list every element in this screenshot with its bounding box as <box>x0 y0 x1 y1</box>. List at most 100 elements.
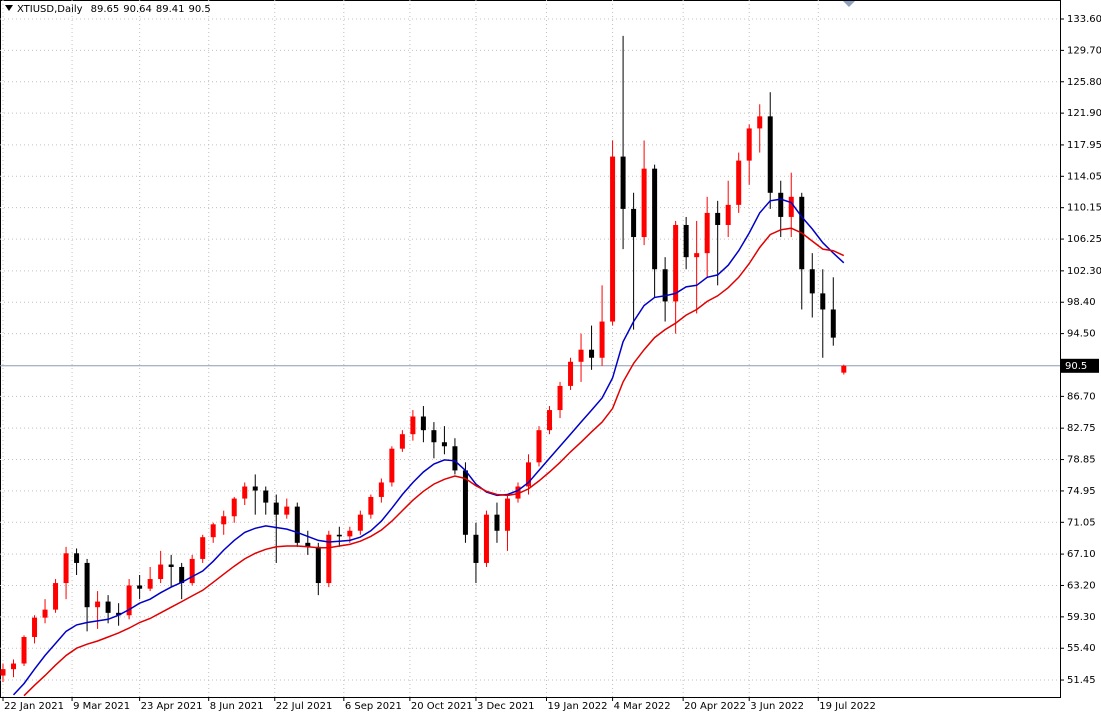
x-tick-label: 20 Apr 2022 <box>684 701 746 712</box>
y-tick-label: 55.40 <box>1067 643 1096 654</box>
candle-body <box>557 385 563 411</box>
candle-body <box>515 486 521 499</box>
candle-body <box>525 462 531 487</box>
candle-body <box>578 349 584 362</box>
y-tick-label: 71.05 <box>1067 517 1096 528</box>
candle-body <box>105 601 111 613</box>
y-tick-label: 133.60 <box>1067 14 1101 25</box>
candle-body <box>21 636 27 664</box>
candle-body <box>378 482 384 497</box>
x-tick-label: 20 Oct 2021 <box>411 701 473 712</box>
candle-body <box>441 442 447 447</box>
x-tick-label: 6 Sep 2021 <box>345 701 402 712</box>
x-tick-label: 3 Jun 2022 <box>750 701 804 712</box>
candle-body <box>368 496 374 515</box>
candle-body <box>273 502 279 515</box>
x-tick-label: 4 Mar 2022 <box>614 701 671 712</box>
axes: 133.60 129.70 125.80 121.90 117.95 114.05 110.… <box>2 14 1101 712</box>
candle-body <box>778 192 784 217</box>
candle-body <box>610 156 616 322</box>
y-tick-label: 110.15 <box>1067 203 1101 214</box>
y-tick-label: 59.30 <box>1067 612 1096 623</box>
candle-body <box>126 585 132 616</box>
candle-body <box>168 564 174 567</box>
candle-body <box>631 208 637 238</box>
y-tick-label: 129.70 <box>1067 45 1101 56</box>
candle-body <box>315 546 321 584</box>
candle-body <box>725 204 731 225</box>
x-tick-label: 3 Dec 2021 <box>477 701 535 712</box>
candle-body <box>841 365 847 373</box>
candle-body <box>399 434 405 449</box>
x-tick-label: 19 Jul 2022 <box>819 701 876 712</box>
candle-body <box>494 514 500 531</box>
y-tick-label: 78.85 <box>1067 455 1096 466</box>
y-tick-label: 106.25 <box>1067 234 1101 245</box>
candle-body <box>200 537 206 559</box>
candle-body <box>704 212 710 254</box>
candle-body <box>263 490 269 503</box>
moving-average <box>23 227 845 697</box>
candle-body <box>483 514 489 563</box>
candle-body <box>547 410 553 431</box>
candle-body <box>420 416 426 431</box>
open: 89.65 <box>91 4 120 15</box>
candle-body <box>294 506 300 543</box>
candle-body <box>357 514 363 531</box>
candle-body <box>589 349 595 358</box>
price-tag <box>1061 358 1099 373</box>
candle-body <box>462 470 468 535</box>
marks <box>0 35 1060 697</box>
candle-body <box>452 446 458 471</box>
candle-body <box>210 524 216 538</box>
candle-body <box>305 542 311 547</box>
candle-body <box>95 601 101 608</box>
grid <box>0 0 1060 697</box>
candle-body <box>0 669 6 676</box>
price-tag-label: 90.5 <box>1065 361 1087 372</box>
candle-body <box>84 562 90 608</box>
candle-body <box>694 253 700 258</box>
candle-body <box>473 534 479 563</box>
candle-body <box>757 116 763 129</box>
candle-body <box>189 558 195 584</box>
candle-body <box>336 534 342 537</box>
candle-body <box>137 585 143 589</box>
candle-body <box>158 564 164 580</box>
candle-body <box>347 530 353 537</box>
y-tick-label: 74.95 <box>1067 486 1096 497</box>
candle-body <box>504 498 510 531</box>
low: 89.41 <box>156 4 185 15</box>
candle-body <box>231 498 237 517</box>
candle-body <box>410 416 416 435</box>
candle-body <box>673 224 679 302</box>
candle-body <box>620 156 626 209</box>
high: 90.64 <box>123 4 152 15</box>
candle-body <box>599 321 605 358</box>
shift-marker <box>843 1 855 7</box>
candle-body <box>42 609 48 618</box>
candle-body <box>662 269 668 302</box>
close: 90.5 <box>189 4 211 15</box>
symbol: XTIUSD,Daily <box>17 4 83 15</box>
x-tick-label: 9 Mar 2021 <box>73 701 130 712</box>
candle-body <box>147 579 153 589</box>
candle-body <box>568 361 574 386</box>
candle-body <box>221 516 227 525</box>
y-tick-label: 86.70 <box>1067 391 1096 402</box>
y-tick-label: 94.50 <box>1067 329 1096 340</box>
candle-body <box>536 430 542 463</box>
candle-body <box>63 553 69 584</box>
candle-body <box>431 430 437 443</box>
candle-body <box>74 553 80 563</box>
candle-body <box>736 160 742 205</box>
moving-average <box>12 198 845 696</box>
candle-body <box>179 566 185 584</box>
candle-body <box>652 168 658 270</box>
candle-body <box>820 293 826 310</box>
y-tick-label: 114.05 <box>1067 171 1101 182</box>
menu-arrow <box>5 5 13 11</box>
candle-body <box>767 116 773 193</box>
candle-body <box>788 196 794 217</box>
candle-body <box>683 224 689 258</box>
